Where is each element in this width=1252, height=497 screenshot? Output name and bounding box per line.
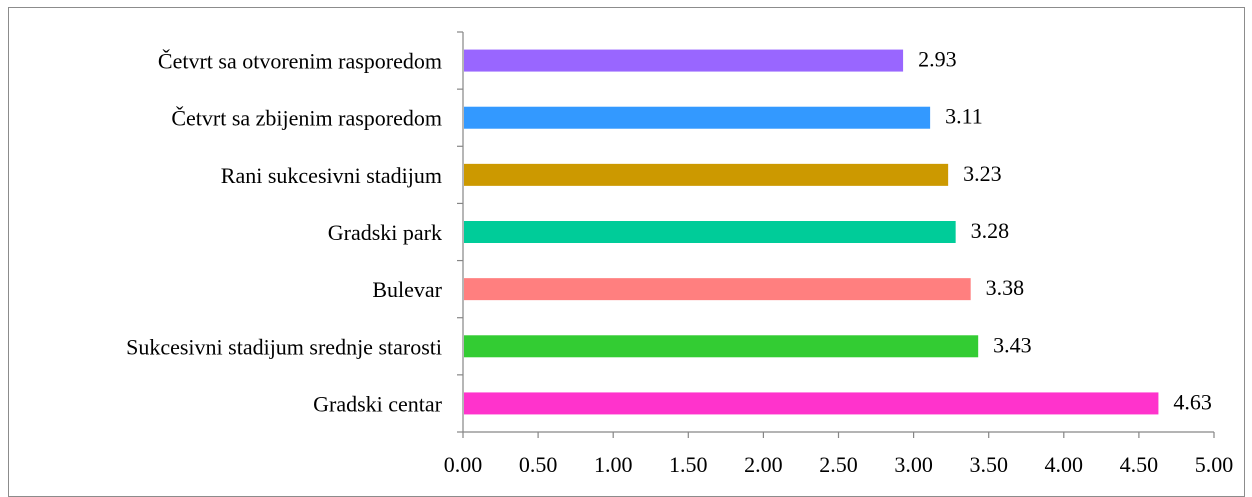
category-label: Četvrt sa otvorenim rasporedom [158, 49, 442, 74]
data-label: 3.38 [986, 275, 1025, 300]
data-label: 3.43 [993, 332, 1032, 357]
chart-frame [8, 7, 1245, 497]
x-tick-label: 2.00 [744, 452, 783, 477]
data-label: 2.93 [918, 47, 957, 72]
axes-layer [457, 31, 1215, 438]
bar [464, 163, 949, 186]
x-tick-label: 0.50 [519, 452, 558, 477]
category-label: Sukcesivni stadijum srednje starosti [126, 334, 442, 359]
data-label: 3.23 [963, 161, 1002, 186]
data-label: 3.28 [971, 218, 1010, 243]
bars-layer [464, 49, 1159, 415]
category-label: Rani sukcesivni stadijum [221, 163, 442, 188]
category-label: Bulevar [372, 277, 442, 302]
bar [464, 278, 971, 301]
bar [464, 49, 904, 72]
x-tick-label: 0.00 [444, 452, 483, 477]
x-tick-label: 4.50 [1120, 452, 1159, 477]
bar-chart: Četvrt sa otvorenim rasporedom 2.93 Četvrt… [126, 31, 1233, 477]
x-tick-label: 2.50 [819, 452, 858, 477]
labels-layer: Četvrt sa otvorenim rasporedom 2.93 Četvrt… [126, 47, 1233, 477]
category-label: Gradski park [328, 220, 442, 245]
x-tick-label: 3.00 [894, 452, 933, 477]
x-tick-label: 4.00 [1045, 452, 1084, 477]
x-tick-label: 1.00 [594, 452, 633, 477]
bar [464, 392, 1159, 415]
category-label: Četvrt sa zbijenim rasporedom [171, 106, 442, 131]
bar [464, 106, 931, 129]
x-tick-label: 5.00 [1195, 452, 1234, 477]
x-tick-label: 3.50 [969, 452, 1008, 477]
data-label: 3.11 [945, 104, 983, 129]
bar [464, 221, 956, 243]
x-tick-label: 1.50 [669, 452, 708, 477]
bar [464, 335, 979, 358]
category-label: Gradski centar [313, 391, 443, 416]
data-label: 4.63 [1173, 389, 1212, 414]
